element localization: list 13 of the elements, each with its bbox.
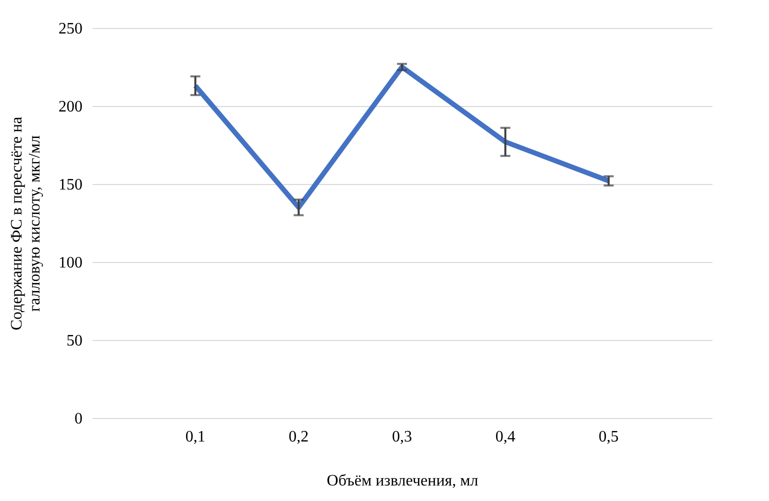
y-axis-title: Содержание ФС в пересчёте на галловую кислоту, мкг/мл bbox=[8, 116, 44, 330]
y-tick-label: 50 bbox=[66, 332, 82, 350]
y-tick-label: 200 bbox=[58, 98, 82, 116]
y-tick-label: 250 bbox=[58, 20, 82, 38]
x-tick-label: 0,2 bbox=[288, 428, 309, 446]
x-axis-title: Объём извлечения, мл bbox=[326, 472, 478, 490]
x-tick-label: 0,3 bbox=[392, 428, 412, 446]
y-tick-label: 100 bbox=[58, 254, 82, 272]
x-tick-label: 0,5 bbox=[598, 428, 619, 446]
x-tick-label: 0,4 bbox=[495, 428, 516, 446]
y-tick-label: 0 bbox=[74, 410, 82, 428]
y-tick-label: 150 bbox=[58, 176, 82, 194]
x-tick-label: 0,1 bbox=[185, 428, 206, 446]
